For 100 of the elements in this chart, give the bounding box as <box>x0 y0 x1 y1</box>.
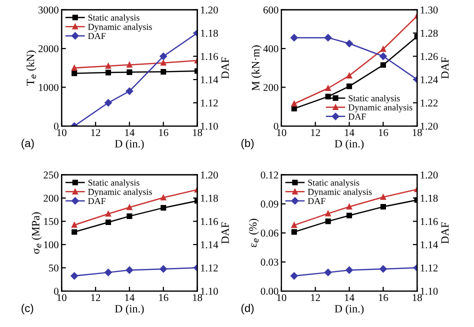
point <box>126 69 132 75</box>
point <box>126 213 132 219</box>
y-tick-label: 0.12 <box>260 172 278 179</box>
x-tick-label: 12 <box>311 129 320 136</box>
point <box>380 52 387 60</box>
legend-label: Dynamic analysis <box>88 24 152 32</box>
y2-tick-label: 1.20 <box>201 172 218 179</box>
x-tick-label: 10 <box>57 294 66 302</box>
y-tick-label: 0.06 <box>260 230 278 237</box>
point <box>70 272 78 280</box>
point <box>290 272 298 280</box>
x-tick-label: 16 <box>159 129 168 136</box>
y2-tick-label: 1.16 <box>420 218 438 226</box>
y-tick-label: 250 <box>44 172 58 179</box>
legend-label: DAF <box>88 198 106 204</box>
y-axis-title: σ$_{e}$ (MPa) <box>32 212 42 254</box>
x-tick-label: 14 <box>125 129 135 136</box>
x-tick-label: 14 <box>344 129 354 136</box>
point <box>105 70 112 76</box>
text: (a) <box>22 138 34 150</box>
legend-label: Dynamic analysis <box>348 104 412 112</box>
y2-tick-label: 1.20 <box>420 172 438 179</box>
x-tick-label: 16 <box>378 129 388 136</box>
point <box>290 34 298 42</box>
y-tick-label: 0 <box>274 122 278 130</box>
y-tick-label: 0.03 <box>260 258 278 266</box>
text: (c) <box>22 304 34 314</box>
y-axis-title: M (kN·m) <box>252 45 262 91</box>
x-axis-title: D (in.) <box>334 140 364 150</box>
x-tick-label: 10 <box>277 294 286 302</box>
legend-label: DAF <box>308 198 326 204</box>
x-tick-label: 14 <box>125 294 135 302</box>
point <box>291 106 297 112</box>
point <box>160 265 168 273</box>
point <box>160 205 166 211</box>
y2-tick-label: 1.28 <box>420 30 438 37</box>
point <box>346 84 352 90</box>
y2-tick-label: 1.14 <box>201 76 218 84</box>
point <box>346 266 353 274</box>
point <box>380 194 386 200</box>
x-tick-label: 16 <box>378 294 388 302</box>
point <box>291 229 297 235</box>
legend-label: DAF <box>348 114 366 120</box>
x-tick-label: 12 <box>311 294 320 302</box>
x-tick-label: 10 <box>277 129 286 136</box>
x-axis-title: D (in.) <box>114 140 144 150</box>
legend-label: Static analysis <box>88 14 140 23</box>
point <box>380 46 386 52</box>
legend-label: DAF <box>88 33 106 39</box>
y-axis-title: T$_{e}$ (kN) <box>26 50 36 86</box>
point <box>126 266 134 274</box>
text: (b) <box>241 138 254 150</box>
y2-tick-label: 1.20 <box>420 122 438 130</box>
y2-tick-label: 1.14 <box>201 241 218 248</box>
point <box>160 60 166 66</box>
point <box>325 218 331 224</box>
point <box>324 34 332 42</box>
point <box>346 72 352 78</box>
x-tick-label: 16 <box>159 294 168 302</box>
y2-tick-label: 1.18 <box>420 194 438 202</box>
y2-axis-title: DAF <box>441 57 449 79</box>
y2-tick-label: 1.20 <box>201 6 218 14</box>
y2-tick-label: 1.16 <box>201 53 218 60</box>
y-tick-label: 0.00 <box>260 288 278 295</box>
y2-axis-title: DAF <box>221 57 229 79</box>
y-tick-label: 0 <box>54 288 58 295</box>
point <box>325 85 331 92</box>
point <box>325 210 331 216</box>
legend-label: Static analysis <box>348 94 400 104</box>
x-tick-label: 18 <box>193 129 202 136</box>
y2-tick-label: 1.18 <box>201 30 218 37</box>
point <box>346 40 353 48</box>
point <box>160 69 166 75</box>
x-tick-label: 14 <box>344 294 354 302</box>
legend-label: Dynamic analysis <box>308 188 372 197</box>
y-tick-label: 600 <box>263 6 278 14</box>
legend-label: Dynamic analysis <box>88 188 152 197</box>
point <box>126 88 134 95</box>
x-tick-label: 12 <box>91 294 100 302</box>
y-tick-label: 1000 <box>38 84 58 91</box>
point <box>346 212 352 218</box>
y2-tick-label: 1.24 <box>420 76 438 84</box>
point <box>105 219 112 226</box>
y2-tick-label: 1.16 <box>201 218 218 226</box>
y-tick-label: 100 <box>44 241 58 248</box>
y-tick-label: 3000 <box>38 6 58 14</box>
y-tick-label: 2000 <box>38 45 58 52</box>
point <box>72 229 78 235</box>
x-axis-title: D (in.) <box>114 304 144 315</box>
point <box>104 268 112 276</box>
x-tick-label: 12 <box>91 129 100 136</box>
y2-tick-label: 1.10 <box>201 122 218 130</box>
y-tick-label: 0 <box>54 122 58 130</box>
point <box>104 99 112 106</box>
point <box>72 70 78 76</box>
y2-axis-title: DAF <box>221 222 229 244</box>
y-tick-label: 400 <box>263 45 278 52</box>
x-axis-title: D (in.) <box>334 304 364 315</box>
point <box>324 268 332 276</box>
y-tick-label: 0.09 <box>260 200 278 208</box>
